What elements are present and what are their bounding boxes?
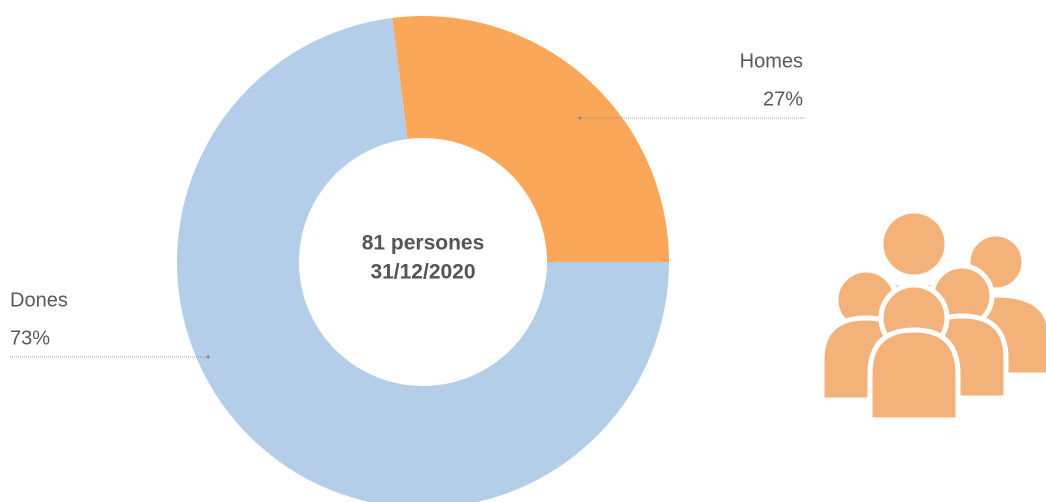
donut bbox=[177, 16, 669, 502]
leader-dot bbox=[206, 355, 210, 359]
center-text: 31/12/2020 bbox=[370, 261, 475, 284]
slice-value-label: 27% bbox=[763, 88, 803, 110]
slice bbox=[392, 16, 669, 263]
slice-label: Dones bbox=[10, 289, 68, 311]
center-text: 81 persones bbox=[362, 232, 485, 255]
leader-dot bbox=[578, 116, 582, 120]
people-icon bbox=[819, 208, 1046, 423]
slice bbox=[177, 17, 669, 502]
slice-value-label: 73% bbox=[10, 327, 50, 349]
slice-label: Homes bbox=[740, 50, 803, 72]
